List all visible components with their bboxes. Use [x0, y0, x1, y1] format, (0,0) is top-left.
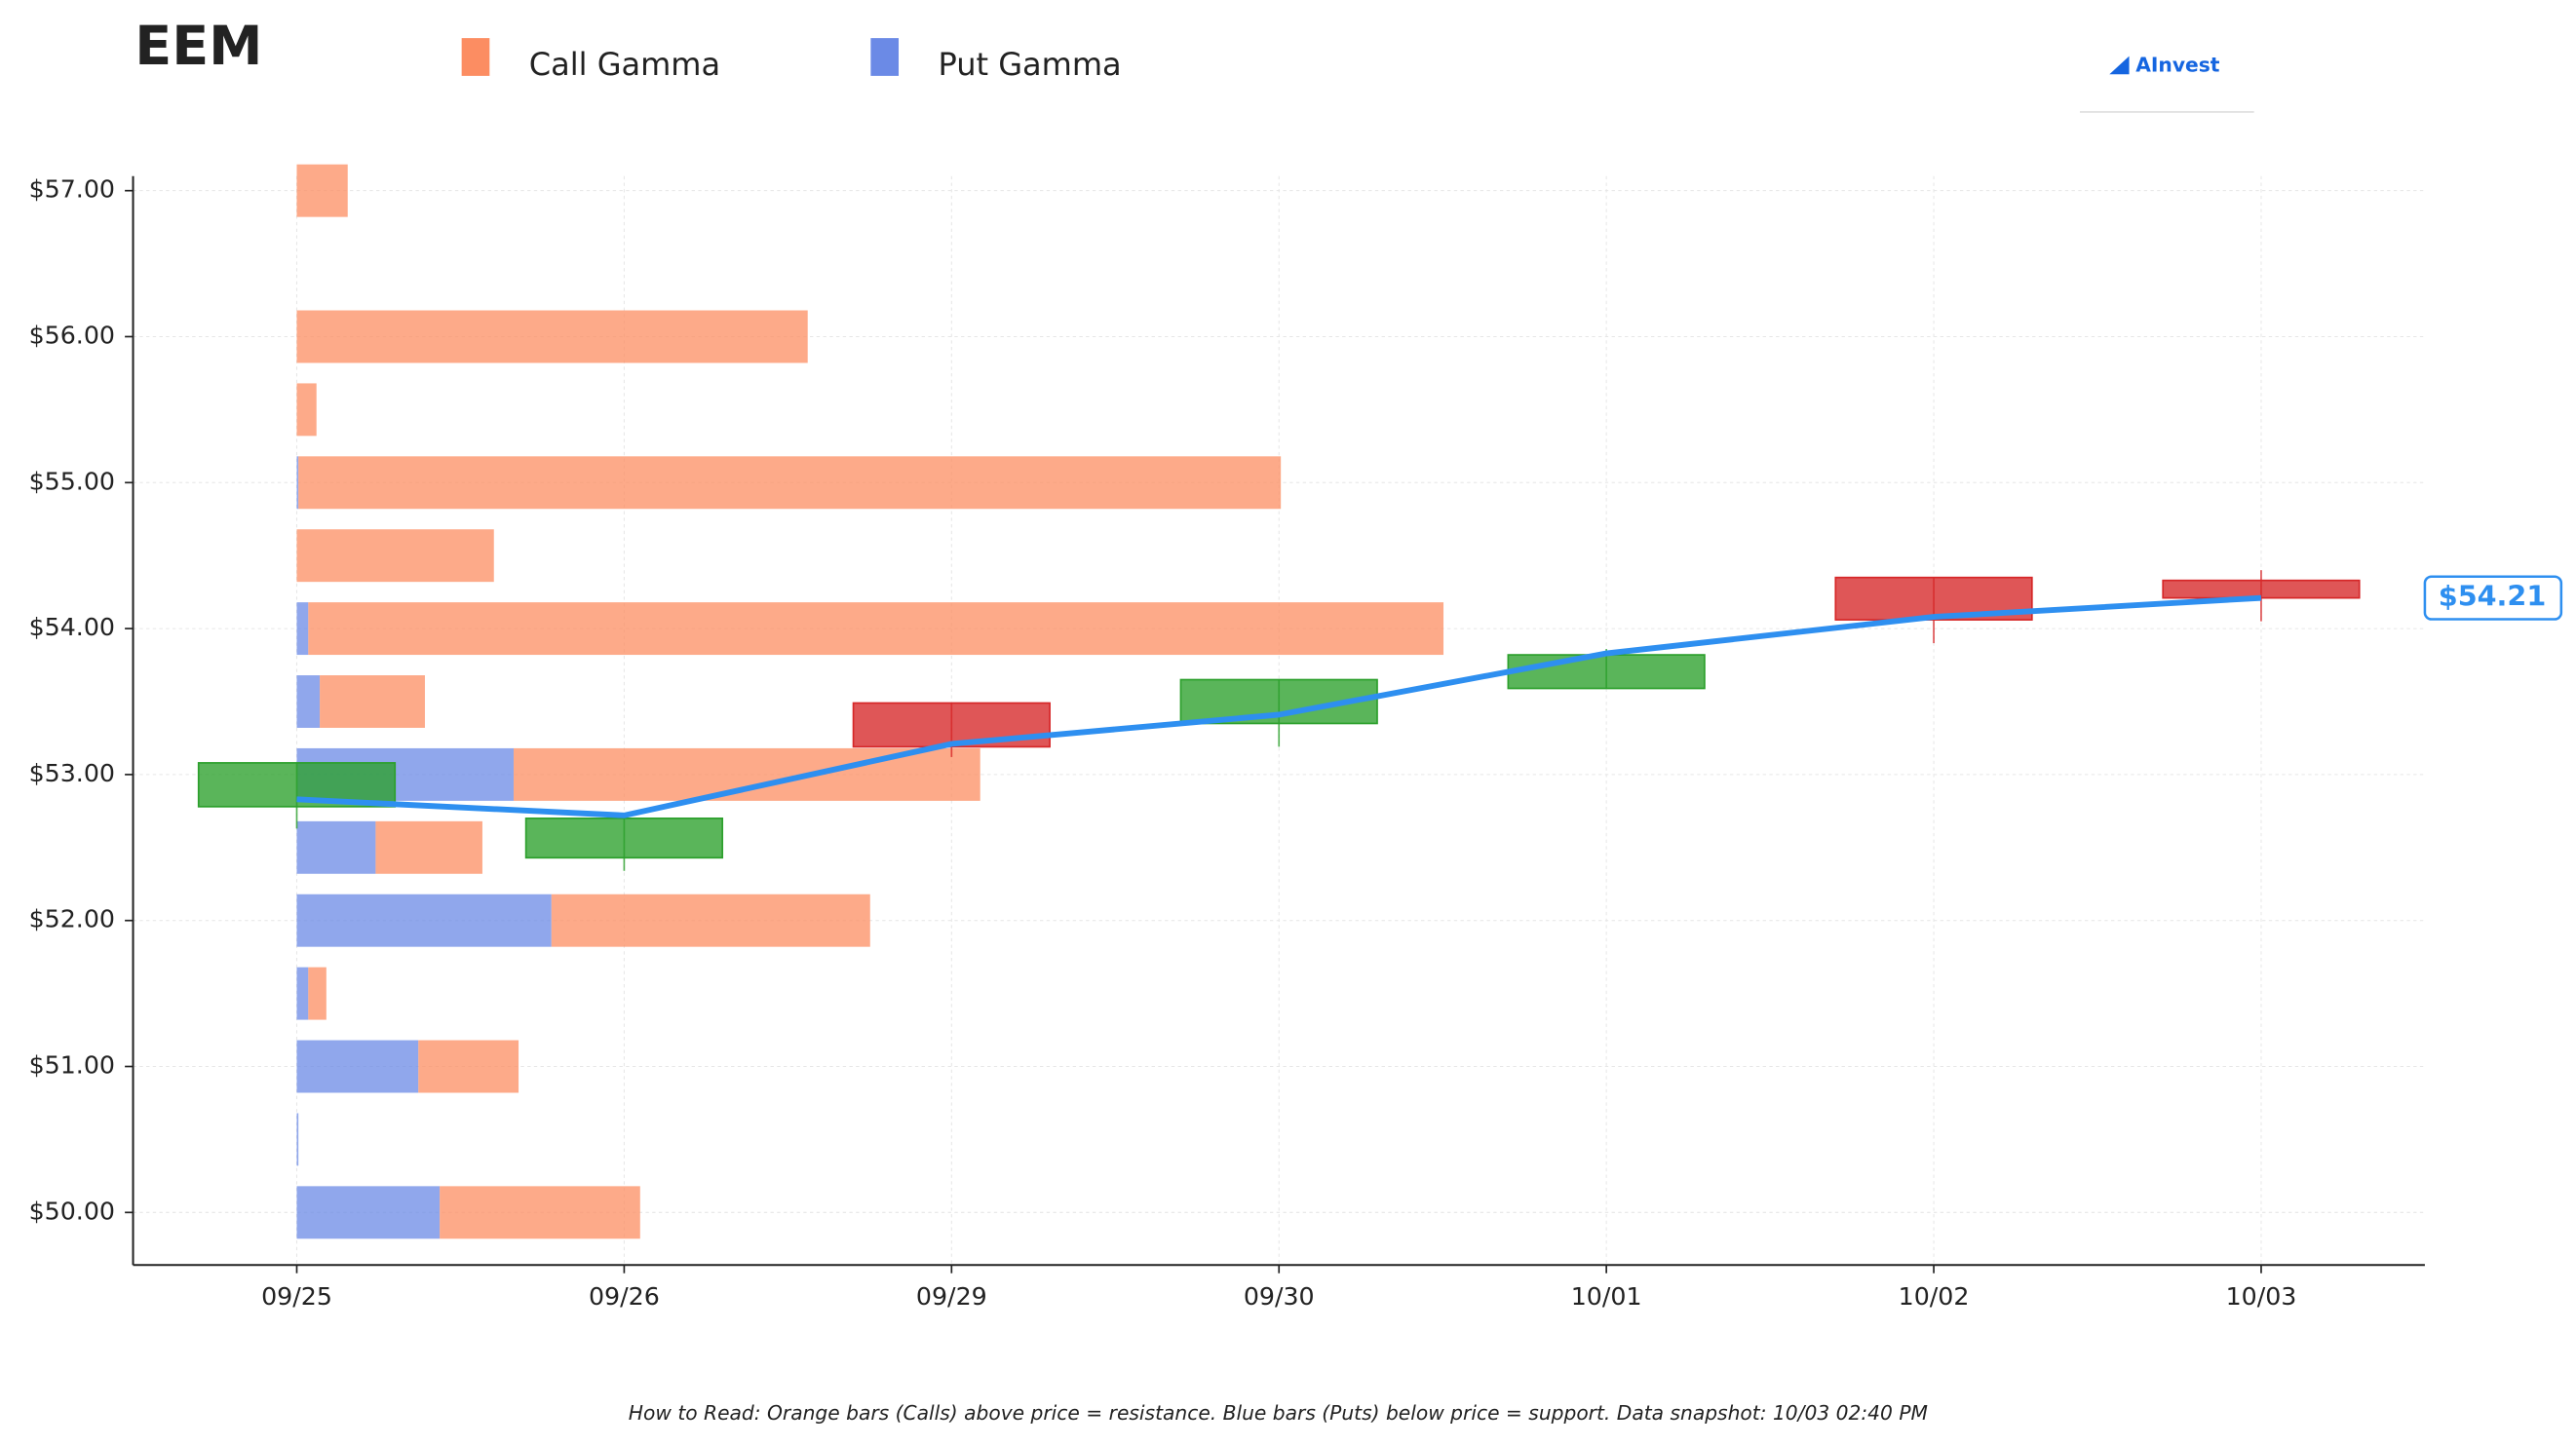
y-tick-label: $54.00	[29, 613, 115, 641]
x-tick-label: 10/03	[2226, 1282, 2297, 1311]
gamma-bar	[440, 1186, 640, 1239]
gamma-bar	[296, 1113, 299, 1166]
candle-body	[1507, 654, 1706, 690]
gamma-bar	[296, 967, 309, 1020]
x-tick-label: 10/01	[1571, 1282, 1642, 1311]
gamma-bar	[296, 602, 309, 656]
legend-label: Put Gamma	[938, 46, 1121, 83]
x-tick-label: 09/25	[261, 1282, 332, 1311]
gamma-bar	[308, 602, 1444, 656]
gamma-bar	[296, 1186, 441, 1239]
gamma-bar	[308, 967, 327, 1020]
legend-swatch	[870, 38, 900, 76]
legend-label: Call Gamma	[529, 46, 720, 83]
note: How to Read: Orange bars (Calls) above p…	[629, 1401, 1928, 1425]
price-label-box	[2423, 575, 2563, 621]
y-tick-label: $51.00	[29, 1051, 115, 1080]
candle-body	[2162, 579, 2361, 599]
price-line	[296, 594, 2262, 818]
y-tick-label: $55.00	[29, 467, 115, 495]
gamma-bar	[513, 747, 980, 801]
x-tick-label: 09/30	[1244, 1282, 1315, 1311]
logo: AInvest	[2135, 53, 2219, 76]
x-tick-label: 10/02	[1899, 1282, 1970, 1311]
gamma-bar	[296, 164, 348, 217]
x-tick-label: 09/26	[589, 1282, 660, 1311]
y-tick-label: $50.00	[29, 1197, 115, 1225]
chart-title: EEM	[135, 15, 262, 78]
gamma-bar	[296, 820, 376, 874]
gamma-bar	[296, 383, 317, 437]
y-tick-label: $52.00	[29, 905, 115, 933]
price-label: $54.21	[2439, 580, 2547, 613]
y-tick-label: $53.00	[29, 759, 115, 787]
gamma-bar	[551, 894, 870, 947]
gamma-bar	[298, 456, 1282, 510]
gamma-bar	[418, 1040, 519, 1093]
candle-body	[1834, 576, 2033, 621]
gamma-bar	[375, 820, 482, 874]
gamma-bar	[296, 894, 552, 947]
candle-body	[524, 817, 724, 859]
gamma-bar	[296, 675, 321, 728]
legend-swatch	[461, 38, 490, 76]
gamma-bar	[296, 310, 808, 363]
gamma-bar	[296, 456, 299, 510]
logo-icon	[2109, 56, 2130, 75]
gamma-bar	[320, 675, 425, 728]
gamma-bar	[296, 1040, 419, 1093]
y-tick-label: $56.00	[29, 321, 115, 349]
y-tick-label: $57.00	[29, 175, 115, 204]
gamma-bar	[296, 529, 494, 583]
x-tick-label: 09/29	[916, 1282, 987, 1311]
